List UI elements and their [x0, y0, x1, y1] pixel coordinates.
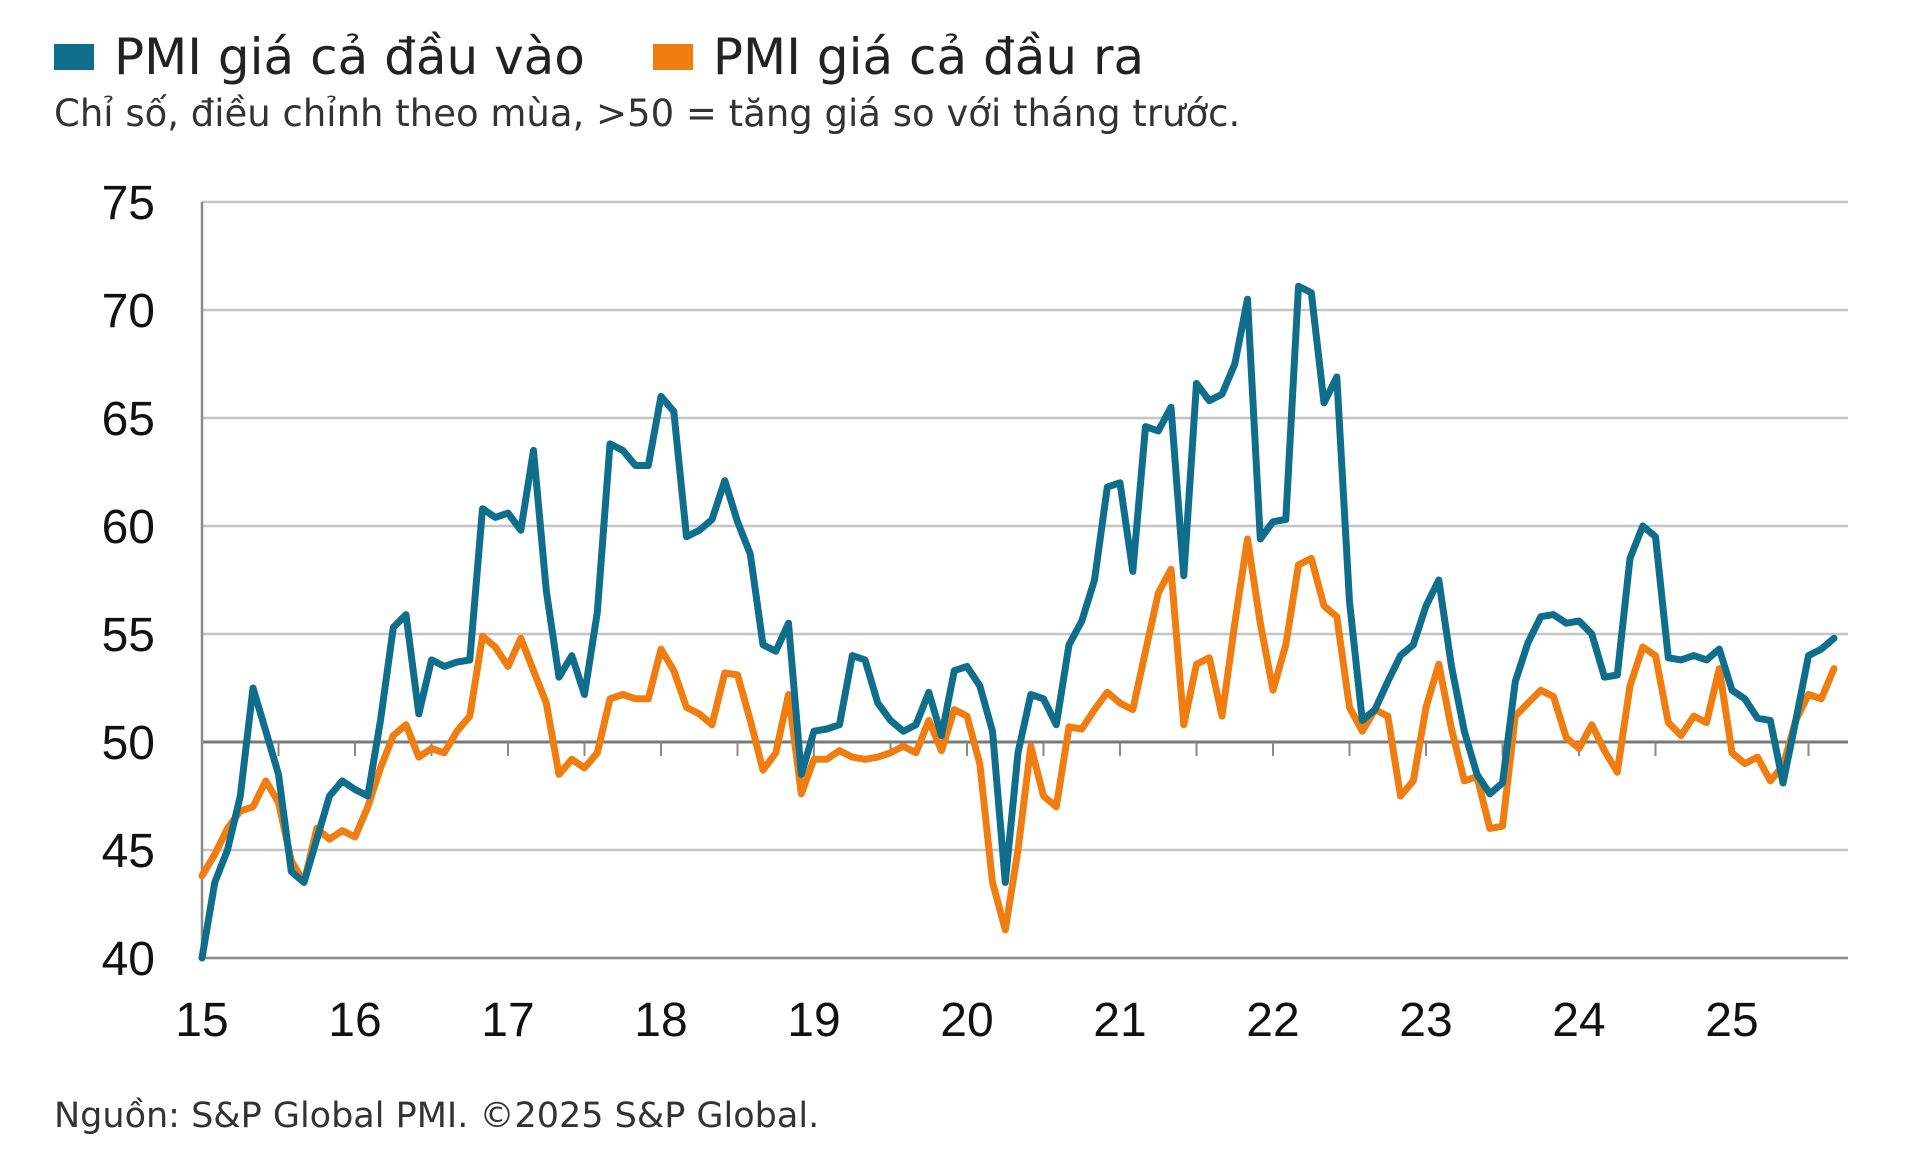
- line-chart: 40 45 50 55 60 65 70 75 15 16 17 18 19 20 21 22 23 24 25: [102, 177, 1848, 1047]
- y-tick-label-55: 55: [102, 609, 155, 662]
- y-axis-ticks: 40 45 50 55 60 65 70 75: [102, 177, 155, 986]
- x-tick-label-17: 17: [481, 994, 534, 1047]
- legend-swatch-output-prices: [652, 44, 693, 70]
- y-tick-label-40: 40: [102, 933, 155, 986]
- y-tick-label-45: 45: [102, 825, 155, 878]
- y-tick-label-50: 50: [102, 717, 155, 770]
- x-tick-label-21: 21: [1093, 994, 1146, 1047]
- series-lines: [198, 282, 1838, 962]
- x-tick-label-16: 16: [328, 994, 381, 1047]
- legend-swatch-input-prices: [54, 44, 94, 70]
- source-note: Nguồn: S&P Global PMI. ©2025 S&P Global.: [54, 1096, 820, 1136]
- series-line-output-prices: [198, 535, 1838, 934]
- legend-item-output-prices: PMI giá cả đầu ra: [652, 28, 1145, 86]
- y-tick-label-60: 60: [102, 501, 155, 554]
- x-tick-label-18: 18: [634, 994, 687, 1047]
- chart-subtitle: Chỉ số, điều chỉnh theo mùa, >50 = tăng …: [54, 92, 1241, 135]
- series-line-input-prices: [198, 282, 1838, 962]
- x-tick-label-15: 15: [175, 994, 228, 1047]
- legend-label-input-prices: PMI giá cả đầu vào: [114, 28, 585, 86]
- x-tick-label-25: 25: [1705, 994, 1758, 1047]
- y-tick-label-75: 75: [102, 177, 155, 230]
- legend: PMI giá cả đầu vào PMI giá cả đầu ra: [54, 22, 1212, 92]
- x-tick-label-19: 19: [787, 994, 840, 1047]
- legend-item-input-prices: PMI giá cả đầu vào: [54, 28, 585, 86]
- gridlines: [202, 200, 1848, 852]
- x-tick-label-22: 22: [1246, 994, 1299, 1047]
- x-tick-label-23: 23: [1399, 994, 1452, 1047]
- x-tick-label-20: 20: [940, 994, 993, 1047]
- x-tick-label-24: 24: [1552, 994, 1605, 1047]
- x-axis-ticks: 15 16 17 18 19 20 21 22 23 24 25: [175, 994, 1758, 1047]
- axes: [200, 202, 1848, 960]
- y-tick-label-65: 65: [102, 393, 155, 446]
- legend-label-output-prices: PMI giá cả đầu ra: [712, 28, 1145, 86]
- y-tick-label-70: 70: [102, 285, 155, 338]
